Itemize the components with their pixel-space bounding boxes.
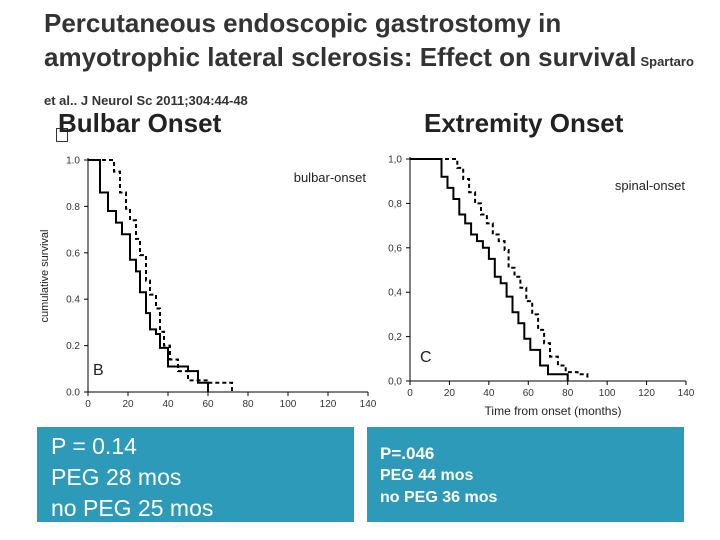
x-tick-label: 40 — [162, 399, 174, 410]
extremity-onset-heading: Extremity Onset — [424, 108, 624, 138]
x-tick-label: 120 — [638, 388, 655, 399]
plot-label: spinal-onset — [615, 178, 685, 193]
y-tick-label: 0,0 — [388, 377, 402, 388]
x-tick-label: 100 — [599, 388, 616, 399]
bulbar-onset-heading: Bulbar Onset — [58, 108, 222, 138]
citation: Spartaro et al.. J Neurol Sc 2011;304:44… — [44, 54, 694, 108]
y-tick-label: 1,0 — [388, 155, 402, 166]
y-tick-label: 0.2 — [66, 341, 80, 352]
x-tick-label: 0 — [407, 388, 413, 399]
peg-survival-curve — [88, 159, 233, 392]
y-tick-label: 0,6 — [388, 243, 402, 254]
x-tick-label: 0 — [85, 399, 91, 410]
no-peg-survival-curve — [410, 158, 569, 381]
x-tick-label: 80 — [562, 388, 574, 399]
bulbar-no-peg-survival: no PEG 25 mos — [51, 495, 214, 521]
peg-survival-curve — [410, 158, 589, 381]
x-tick-label: 20 — [122, 399, 134, 410]
bulbar-peg-survival: PEG 28 mos — [51, 464, 182, 490]
no-peg-survival-curve — [88, 159, 209, 392]
y-tick-label: 0,2 — [388, 332, 402, 343]
y-tick-label: 0.0 — [66, 388, 80, 399]
x-tick-label: 120 — [320, 399, 337, 410]
chart-panel-2: 0 20 40 60 80 100 120 140 0,0 0,2 0,4 0,6 0,8 1,0 Cspi… — [388, 155, 695, 419]
extremity-peg-survival: PEG 44 mos — [380, 467, 474, 484]
extremity-stats-box: P=.046 PEG 44 mos no PEG 36 mos — [367, 427, 684, 522]
x-tick-label: 100 — [280, 399, 297, 410]
x-tick-label: 80 — [242, 399, 254, 410]
y-tick-label: 0.6 — [66, 248, 80, 259]
plot-label: bulbar-onset — [294, 170, 367, 185]
y-tick-label: 0,8 — [388, 199, 402, 210]
x-axis-title: Time from onset (months) — [485, 404, 622, 418]
y-axis-title: cumulative survival — [39, 230, 51, 323]
slide-title: Percutaneous endoscopic gastrostomy in a… — [44, 6, 704, 118]
y-tick-label: 0,4 — [388, 288, 402, 299]
panel-letter: B — [93, 362, 104, 379]
chart-panel-1: 0 20 40 60 80 100 120 140 0.0 0.2 0.4 0.6 0.8 1.0 Bbul… — [39, 156, 377, 411]
x-tick-label: 60 — [523, 388, 535, 399]
x-tick-label: 60 — [202, 399, 214, 410]
y-tick-label: 1.0 — [66, 156, 80, 167]
x-tick-label: 140 — [678, 388, 695, 399]
x-tick-label: 40 — [483, 388, 495, 399]
x-tick-label: 20 — [444, 388, 456, 399]
y-tick-label: 0.8 — [66, 202, 80, 213]
y-tick-label: 0.4 — [66, 295, 80, 306]
x-tick-label: 140 — [360, 399, 377, 410]
extremity-p-value: P=.046 — [380, 444, 435, 463]
title-text: Percutaneous endoscopic gastrostomy in a… — [44, 8, 637, 72]
bulbar-stats-box: P = 0.14 PEG 28 mos no PEG 25 mos — [37, 427, 354, 522]
extremity-no-peg-survival: no PEG 36 mos — [380, 489, 498, 506]
bullet-box-icon — [56, 128, 68, 142]
bulbar-p-value: P = 0.14 — [51, 433, 137, 459]
panel-letter: C — [420, 349, 432, 366]
